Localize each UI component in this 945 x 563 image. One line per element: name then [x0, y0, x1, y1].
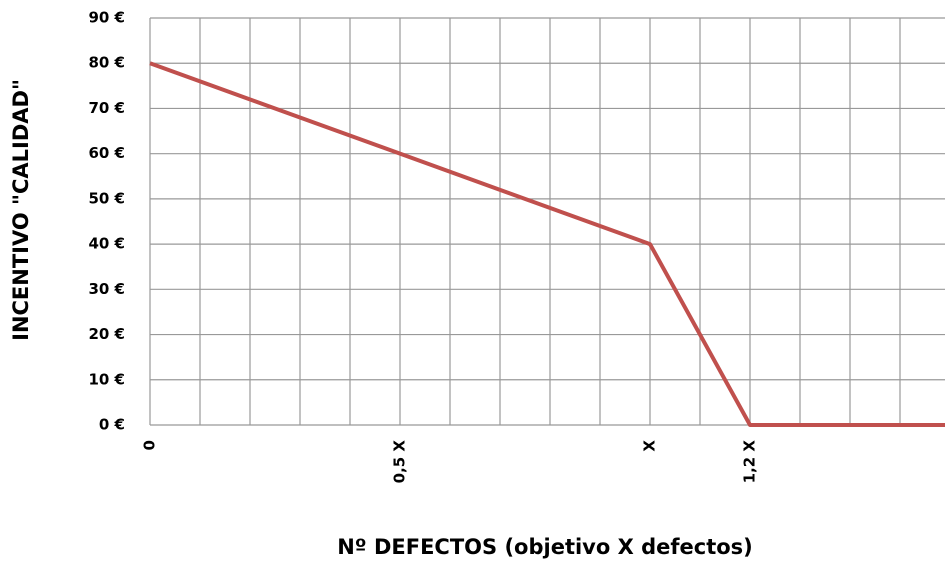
x-tick-label: 1,2 X: [741, 440, 759, 484]
y-tick-label: 70 €: [88, 99, 125, 117]
x-axis-title: Nº DEFECTOS (objetivo X defectos): [337, 535, 753, 559]
y-tick-label: 30 €: [88, 280, 125, 298]
x-tick-label: 0,5 X: [391, 440, 409, 484]
y-tick-label: 60 €: [88, 144, 125, 162]
y-tick-label: 90 €: [88, 9, 125, 27]
x-tick-label: 0: [141, 440, 159, 450]
y-tick-label: 10 €: [88, 370, 125, 388]
line: [149, 61, 945, 427]
y-tick-label: 80 €: [88, 54, 125, 72]
y-tick-label: 40 €: [88, 235, 125, 253]
y-axis-title: INCENTIVO "CALIDAD": [9, 79, 33, 341]
y-tick-label: 50 €: [88, 189, 125, 207]
y-tick-label: 20 €: [88, 325, 125, 343]
x-tick-label: X: [641, 440, 659, 452]
y-tick-label: 0 €: [99, 416, 125, 434]
